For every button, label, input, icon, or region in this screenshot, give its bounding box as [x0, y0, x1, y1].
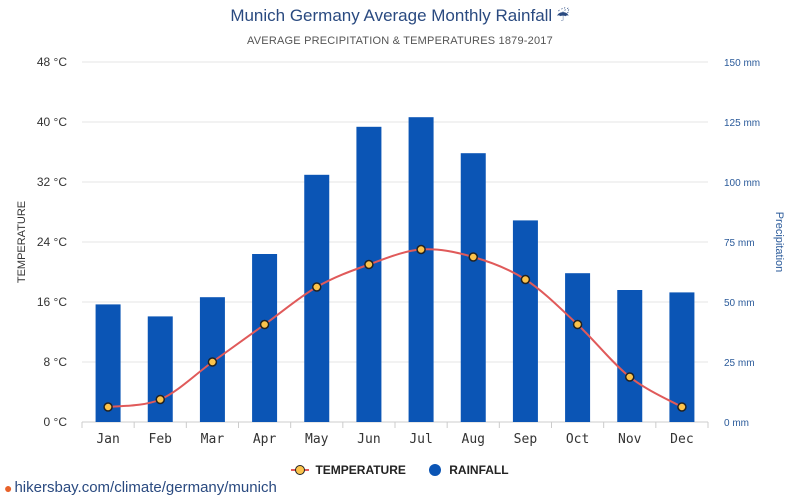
x-tick-label: Jul: [409, 432, 432, 447]
legend-line-marker-icon: [291, 464, 310, 476]
x-tick-label: Feb: [149, 432, 173, 447]
x-tick-label: Jun: [357, 432, 380, 447]
chart-legend: TEMPERATURE RAINFALL: [0, 463, 800, 479]
chart-title: Munich Germany Average Monthly Rainfall ☔: [0, 6, 800, 26]
y-axis-title-left: TEMPERATURE: [16, 201, 28, 283]
chart-subtitle: AVERAGE PRECIPITATION & TEMPERATURES 187…: [247, 35, 553, 47]
temperature-point: [520, 274, 531, 285]
x-tick-label: Jan: [96, 432, 119, 447]
rainfall-bar: [356, 126, 382, 423]
rainfall-bar: [304, 174, 330, 422]
chart-title-text: Munich Germany Average Monthly Rainfall: [230, 6, 553, 25]
temperature-point: [259, 319, 270, 330]
map-pin-icon: ●: [4, 479, 13, 496]
rainfall-bar: [512, 220, 538, 422]
umbrella-rain-icon: ☔: [556, 8, 570, 25]
temperature-point: [312, 282, 322, 292]
temperature-point: [572, 319, 583, 330]
x-tick-label: May: [305, 432, 329, 447]
x-tick-label: Mar: [201, 432, 225, 447]
temperature-point: [416, 244, 426, 255]
source-link-text[interactable]: hikersbay.com/climate/germany/munich: [14, 479, 277, 496]
y-tick-label-right: 125 mm: [724, 118, 760, 129]
rainfall-bar: [617, 290, 643, 422]
rainfall-bar: [669, 292, 695, 422]
y-tick-label-right: 100 mm: [724, 178, 760, 189]
temperature-point: [364, 259, 374, 270]
temperature-point: [103, 402, 113, 412]
y-tick-label-left: 40 °C: [37, 115, 67, 129]
x-tick-label: Dec: [670, 432, 693, 447]
x-tick-label: Oct: [566, 432, 589, 447]
y-tick-label-right: 0 mm: [724, 418, 749, 429]
y-tick-label-right: 150 mm: [724, 58, 760, 69]
temperature-point: [677, 402, 687, 412]
x-tick-label: Apr: [253, 432, 277, 447]
temperature-point: [625, 372, 635, 382]
y-tick-label-right: 50 mm: [724, 298, 755, 309]
legend-label-rainfall: RAINFALL: [449, 463, 509, 477]
temperature-line: [107, 248, 683, 408]
y-tick-label-left: 48 °C: [37, 55, 67, 69]
source-link[interactable]: ● hikersbay.com/climate/germany/munich: [4, 479, 277, 496]
y-tick-label-left: 0 °C: [44, 415, 68, 429]
y-tick-label-left: 32 °C: [37, 175, 67, 189]
legend-item-rainfall[interactable]: RAINFALL: [429, 463, 509, 477]
temperature-point: [207, 357, 218, 367]
y-tick-label-left: 8 °C: [44, 355, 68, 369]
rainfall-bar: [408, 117, 434, 422]
y-tick-label-right: 25 mm: [724, 358, 755, 369]
temperature-point: [155, 394, 165, 405]
x-tick-label: Aug: [462, 432, 485, 447]
legend-label-temperature: TEMPERATURE: [315, 463, 406, 477]
rainfall-bar: [252, 254, 278, 422]
rainfall-bar: [147, 316, 173, 422]
rainfall-bar: [565, 273, 591, 422]
y-tick-label-left: 24 °C: [37, 235, 67, 249]
rainfall-bar: [460, 153, 486, 422]
temperature-point: [468, 252, 478, 262]
legend-item-temperature[interactable]: TEMPERATURE: [291, 463, 406, 477]
legend-dot-icon: [429, 464, 442, 476]
y-axis-title-right: Precipitation: [773, 212, 785, 273]
x-tick-label: Nov: [618, 432, 642, 447]
x-tick-label: Sep: [514, 432, 538, 447]
y-tick-label-left: 16 °C: [37, 295, 67, 309]
y-tick-label-right: 75 mm: [724, 238, 755, 249]
